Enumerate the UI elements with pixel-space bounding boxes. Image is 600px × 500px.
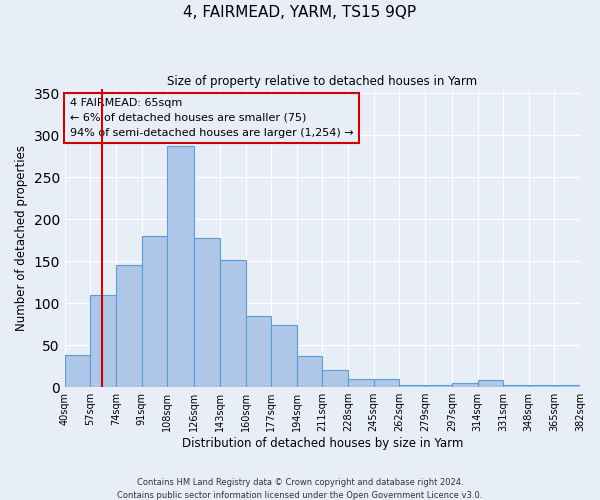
Title: Size of property relative to detached houses in Yarm: Size of property relative to detached ho…	[167, 75, 478, 88]
Bar	[167, 146, 194, 387]
Bar	[529, 384, 554, 387]
Bar	[297, 356, 322, 387]
Bar	[116, 266, 142, 387]
Bar	[322, 370, 348, 387]
Bar	[374, 379, 399, 387]
Bar	[452, 383, 478, 387]
Bar	[245, 316, 271, 387]
Text: Contains HM Land Registry data © Crown copyright and database right 2024.
Contai: Contains HM Land Registry data © Crown c…	[118, 478, 482, 500]
Text: 4, FAIRMEAD, YARM, TS15 9QP: 4, FAIRMEAD, YARM, TS15 9QP	[184, 5, 416, 20]
Text: 4 FAIRMEAD: 65sqm
← 6% of detached houses are smaller (75)
94% of semi-detached : 4 FAIRMEAD: 65sqm ← 6% of detached house…	[70, 98, 353, 138]
Bar	[503, 384, 529, 387]
Bar	[348, 379, 374, 387]
Bar	[399, 384, 425, 387]
Bar	[142, 236, 167, 387]
Y-axis label: Number of detached properties: Number of detached properties	[15, 145, 28, 331]
Bar	[554, 384, 580, 387]
Bar	[271, 325, 297, 387]
Bar	[425, 384, 452, 387]
X-axis label: Distribution of detached houses by size in Yarm: Distribution of detached houses by size …	[182, 437, 463, 450]
Bar	[478, 380, 503, 387]
Bar	[91, 295, 116, 387]
Bar	[194, 238, 220, 387]
Bar	[65, 356, 91, 387]
Bar	[220, 260, 245, 387]
